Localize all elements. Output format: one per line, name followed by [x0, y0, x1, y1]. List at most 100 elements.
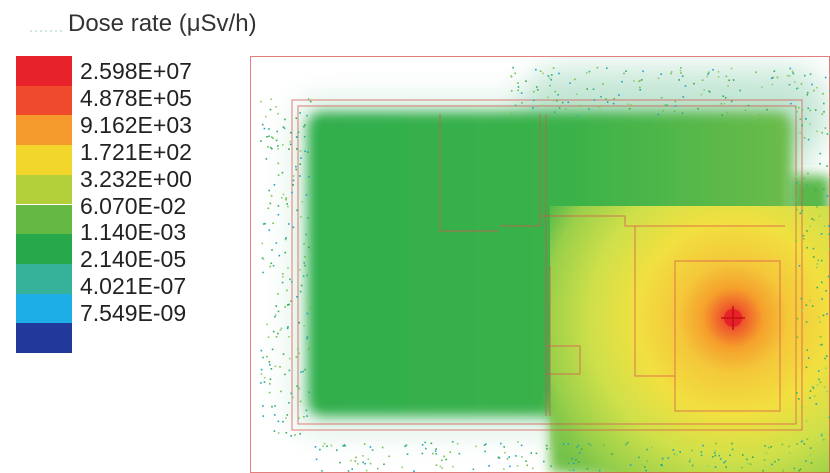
scatter-dot	[812, 247, 815, 250]
scatter-dot	[817, 370, 820, 372]
scatter-dot	[294, 434, 296, 436]
scatter-dot	[303, 325, 305, 327]
scatter-dot	[308, 176, 310, 178]
scatter-dot	[810, 462, 813, 464]
scatter-dot	[550, 79, 552, 81]
scatter-dot	[303, 135, 306, 138]
scatter-dot	[441, 467, 443, 469]
scatter-dot	[435, 453, 437, 455]
scatter-dot	[300, 157, 302, 159]
scatter-dot	[590, 444, 592, 447]
scatter-dot	[567, 462, 570, 465]
scatter-dot	[796, 317, 799, 320]
scatter-dot	[275, 106, 277, 108]
scatter-dot	[506, 458, 509, 460]
scatter-dot	[803, 443, 806, 445]
scatter-dot	[272, 264, 275, 267]
scatter-dot	[724, 96, 727, 99]
scatter-dot	[820, 233, 823, 235]
scatter-dot	[792, 72, 794, 74]
scatter-dot	[497, 456, 500, 459]
scatter-dot	[435, 464, 438, 466]
scatter-dot	[286, 203, 288, 205]
scatter-dot	[557, 94, 559, 96]
scatter-dot	[290, 392, 293, 395]
scatter-dot	[799, 118, 802, 120]
scatter-dot	[289, 143, 292, 146]
scatter-dot	[820, 434, 823, 437]
scatter-dot	[670, 71, 673, 73]
scatter-dot	[828, 225, 830, 227]
scatter-dot	[789, 67, 792, 70]
scatter-dot	[674, 100, 677, 103]
scatter-dot	[807, 172, 809, 175]
scatter-dot	[809, 109, 811, 112]
scatter-dot	[693, 82, 695, 85]
scatter-dot	[828, 416, 830, 419]
scatter-dot	[269, 378, 272, 381]
scatter-dot	[273, 184, 276, 186]
scatter-dot	[282, 193, 285, 196]
scatter-dot	[822, 92, 824, 95]
scatter-dot	[261, 242, 264, 245]
scatter-dot	[282, 273, 284, 275]
scatter-dot	[630, 103, 633, 106]
scatter-dot	[602, 444, 605, 447]
scatter-dot	[625, 443, 627, 446]
scatter-dot	[421, 444, 424, 446]
scatter-dot	[289, 140, 291, 143]
scatter-dot	[799, 131, 801, 134]
scatter-dot	[797, 87, 799, 89]
scatter-dot	[275, 305, 278, 307]
scatter-dot	[823, 102, 825, 105]
scatter-dot	[545, 444, 548, 447]
scatter-dot	[776, 76, 779, 79]
scatter-dot	[281, 281, 284, 284]
scatter-dot	[824, 127, 827, 129]
scatter-dot	[725, 75, 728, 78]
scatter-dot	[301, 201, 304, 203]
scatter-dot	[618, 94, 620, 96]
scatter-dot	[282, 144, 284, 146]
scatter-dot	[485, 443, 487, 445]
scatter-dot	[270, 98, 272, 100]
scatter-dot	[821, 131, 823, 134]
scatter-dot	[816, 286, 819, 289]
scatter-dot	[639, 79, 642, 82]
scatter-dot	[430, 442, 433, 445]
scatter-dot	[295, 168, 297, 171]
scatter-dot	[270, 368, 273, 370]
scatter-dot	[383, 463, 385, 466]
scatter-dot	[401, 466, 403, 469]
scatter-dot	[277, 213, 280, 216]
scatter-dot	[296, 385, 298, 387]
scatter-dot	[676, 454, 679, 456]
scatter-dot	[536, 89, 539, 91]
scatter-dot	[575, 93, 578, 96]
scatter-dot	[421, 452, 424, 455]
scatter-dot	[304, 256, 306, 258]
scatter-dot	[297, 131, 300, 134]
scatter-dot	[707, 73, 709, 75]
scatter-dot	[509, 465, 511, 468]
scatter-dot	[801, 210, 803, 212]
scatter-dot	[805, 460, 807, 462]
scatter-dot	[806, 438, 809, 441]
scatter-dot	[681, 112, 684, 114]
scatter-dot	[296, 148, 298, 150]
scatter-dot	[670, 72, 672, 75]
scatter-dot	[314, 446, 317, 448]
scatter-dot	[801, 109, 804, 111]
scatter-dot	[321, 470, 323, 472]
scatter-dot	[825, 290, 827, 292]
scatter-dot	[285, 417, 287, 419]
scatter-dot	[805, 304, 808, 306]
scatter-dot	[288, 148, 290, 150]
scatter-dot	[517, 441, 519, 443]
scatter-dot	[525, 460, 527, 462]
scatter-dot	[821, 432, 823, 435]
color-scale-label: 4.021E-07	[80, 273, 187, 300]
scatter-dot	[588, 108, 590, 110]
scatter-dot	[527, 114, 529, 116]
scatter-dot	[302, 370, 304, 373]
